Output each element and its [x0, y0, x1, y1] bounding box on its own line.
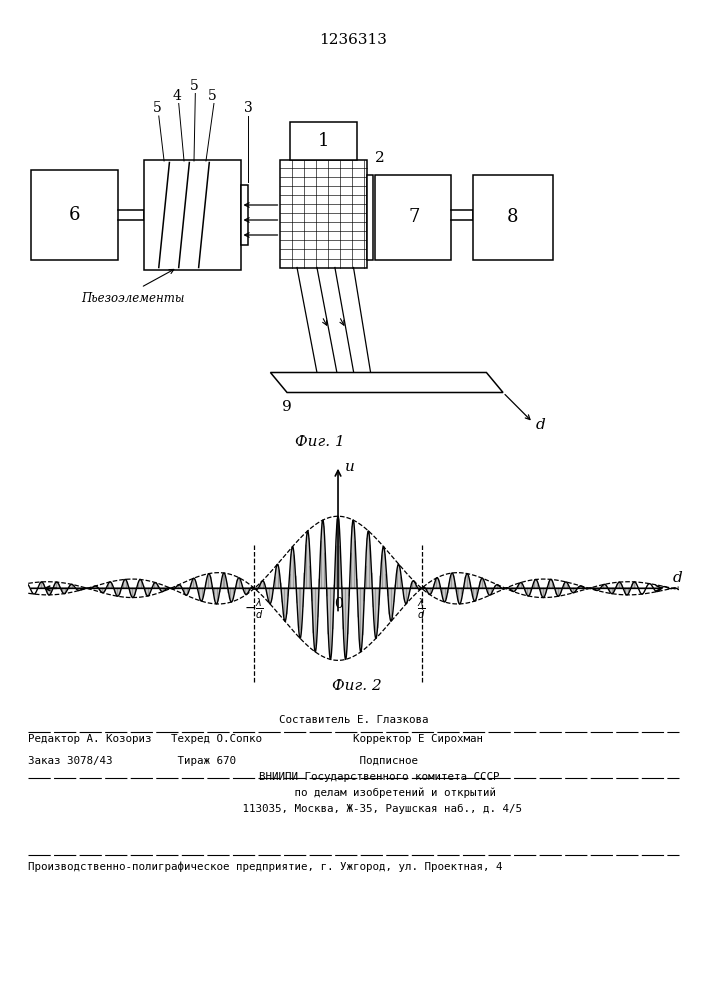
Text: ВНИИПИ Государственного комитета СССР: ВНИИПИ Государственного комитета СССР	[207, 772, 500, 782]
Text: 2: 2	[375, 150, 385, 164]
Text: 7: 7	[409, 209, 421, 227]
Text: 5: 5	[189, 79, 199, 93]
Text: $\frac{\lambda}{d}$: $\frac{\lambda}{d}$	[417, 597, 426, 621]
Text: Составитель Е. Глазкова: Составитель Е. Глазкова	[279, 715, 428, 725]
Text: Фиг. 1: Фиг. 1	[296, 435, 345, 449]
Text: d: d	[672, 571, 682, 585]
Text: 9: 9	[282, 400, 292, 414]
Bar	[144, 160, 240, 270]
Text: Фиг. 2: Фиг. 2	[332, 679, 382, 693]
Bar	[240, 185, 248, 245]
Text: 8: 8	[507, 209, 519, 227]
Text: Редактор А. Козориз   Техред О.Сопко              Корректор Е Сирохман: Редактор А. Козориз Техред О.Сопко Корре…	[28, 734, 484, 744]
Bar	[291, 122, 357, 160]
Text: 3: 3	[244, 101, 253, 115]
Text: Заказ 3078/43          Тираж 670                   Подписное: Заказ 3078/43 Тираж 670 Подписное	[28, 756, 419, 766]
Bar	[31, 170, 117, 260]
Text: 0: 0	[334, 597, 342, 611]
Text: по делам изобретений и открытий: по делам изобретений и открытий	[211, 788, 496, 798]
Text: Производственно-полиграфическое предприятие, г. Ужгород, ул. Проектная, 4: Производственно-полиграфическое предприя…	[28, 862, 503, 872]
Bar	[281, 160, 367, 267]
Text: 1236313: 1236313	[320, 33, 387, 47]
Polygon shape	[270, 372, 503, 392]
Text: 4: 4	[173, 89, 182, 103]
Text: 1: 1	[318, 132, 329, 150]
Text: 113035, Москва, Ж-35, Раушская наб., д. 4/5: 113035, Москва, Ж-35, Раушская наб., д. …	[185, 804, 522, 814]
Text: $-\frac{\lambda}{d}$: $-\frac{\lambda}{d}$	[245, 597, 264, 621]
Bar	[473, 175, 553, 260]
Text: Пьезоэлементы: Пьезоэлементы	[81, 292, 185, 306]
Text: 6: 6	[69, 206, 80, 224]
Text: d: d	[536, 418, 546, 432]
Bar	[375, 175, 451, 260]
Bar	[367, 175, 373, 260]
Text: 5: 5	[153, 101, 162, 115]
Text: 5: 5	[209, 89, 217, 103]
Text: u: u	[346, 460, 356, 474]
